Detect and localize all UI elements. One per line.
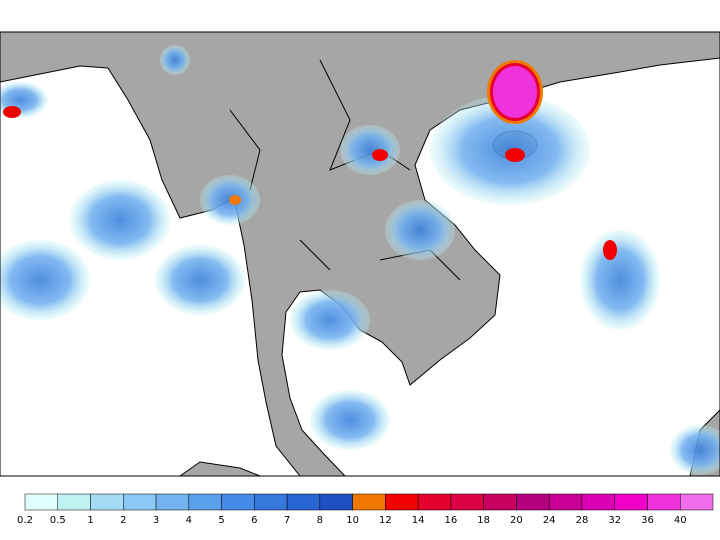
colorbar-box bbox=[123, 493, 157, 511]
rain-area bbox=[0, 240, 90, 320]
colorbar-label: 16 bbox=[445, 515, 458, 526]
colorbar-box bbox=[319, 493, 353, 511]
heavy-rain bbox=[3, 106, 21, 118]
colorbar-box bbox=[679, 493, 714, 511]
colorbar-box bbox=[155, 493, 190, 511]
colorbar-box bbox=[417, 493, 452, 511]
colorbar-label: 5 bbox=[218, 515, 224, 526]
colorbar-label: 3 bbox=[153, 515, 159, 526]
colorbar-label: 32 bbox=[608, 515, 621, 526]
colorbar-box bbox=[90, 493, 124, 511]
heavy-rain bbox=[603, 240, 617, 260]
colorbar-label: 28 bbox=[576, 515, 589, 526]
colorbar-label: 20 bbox=[510, 515, 523, 526]
colorbar-box bbox=[57, 493, 91, 511]
colorbar-box bbox=[254, 493, 288, 511]
rain-area bbox=[155, 245, 245, 315]
rain-area bbox=[385, 200, 455, 260]
colorbar-box bbox=[450, 493, 484, 511]
rain-area bbox=[580, 230, 660, 330]
colorbar: 0.2 0.5 1 2 3 4 5 6 7 8 10 12 14 16 18 20 24 28 32 36 40 bbox=[17, 493, 714, 526]
colorbar-box bbox=[647, 493, 681, 511]
colorbar-label: 40 bbox=[674, 515, 687, 526]
rain-area bbox=[290, 290, 370, 350]
colorbar-label: 24 bbox=[543, 515, 556, 526]
colorbar-label: 14 bbox=[412, 515, 425, 526]
colorbar-label: 0.5 bbox=[50, 515, 66, 526]
colorbar-label: 4 bbox=[186, 515, 192, 526]
colorbar-box bbox=[188, 493, 222, 511]
colorbar-box bbox=[286, 493, 321, 511]
rain-area bbox=[670, 425, 720, 475]
colorbar-label: 7 bbox=[284, 515, 290, 526]
borders bbox=[229, 59, 461, 281]
rain-area bbox=[310, 390, 390, 450]
rain-area bbox=[160, 45, 190, 75]
map-frame bbox=[0, 31, 720, 477]
colorbar-box bbox=[352, 493, 386, 511]
colorbar-label: 18 bbox=[477, 515, 490, 526]
rain-area bbox=[340, 125, 400, 175]
colorbar-box bbox=[516, 493, 550, 511]
sumatra bbox=[179, 461, 261, 476]
colorbar-box bbox=[581, 493, 615, 511]
heavy-rain bbox=[229, 195, 241, 205]
colorbar-box bbox=[24, 493, 59, 511]
heavy-rain bbox=[505, 148, 525, 162]
colorbar-box bbox=[548, 493, 583, 511]
colorbar-box bbox=[385, 493, 419, 511]
colorbar-label: 0.2 bbox=[17, 515, 33, 526]
heavy-rain bbox=[493, 66, 537, 118]
colorbar-box bbox=[221, 493, 255, 511]
rain-area bbox=[70, 180, 170, 260]
colorbar-label: 6 bbox=[251, 515, 257, 526]
colorbar-label: 10 bbox=[346, 515, 359, 526]
colorbar-label: 8 bbox=[317, 515, 323, 526]
colorbar-box bbox=[483, 493, 517, 511]
colorbar-box bbox=[614, 493, 648, 511]
mainland bbox=[0, 32, 720, 476]
map bbox=[0, 32, 720, 476]
heavy-rain bbox=[372, 149, 388, 161]
colorbar-label: 2 bbox=[120, 515, 126, 526]
colorbar-label: 12 bbox=[379, 515, 392, 526]
colorbar-label: 36 bbox=[641, 515, 654, 526]
colorbar-label: 1 bbox=[87, 515, 93, 526]
